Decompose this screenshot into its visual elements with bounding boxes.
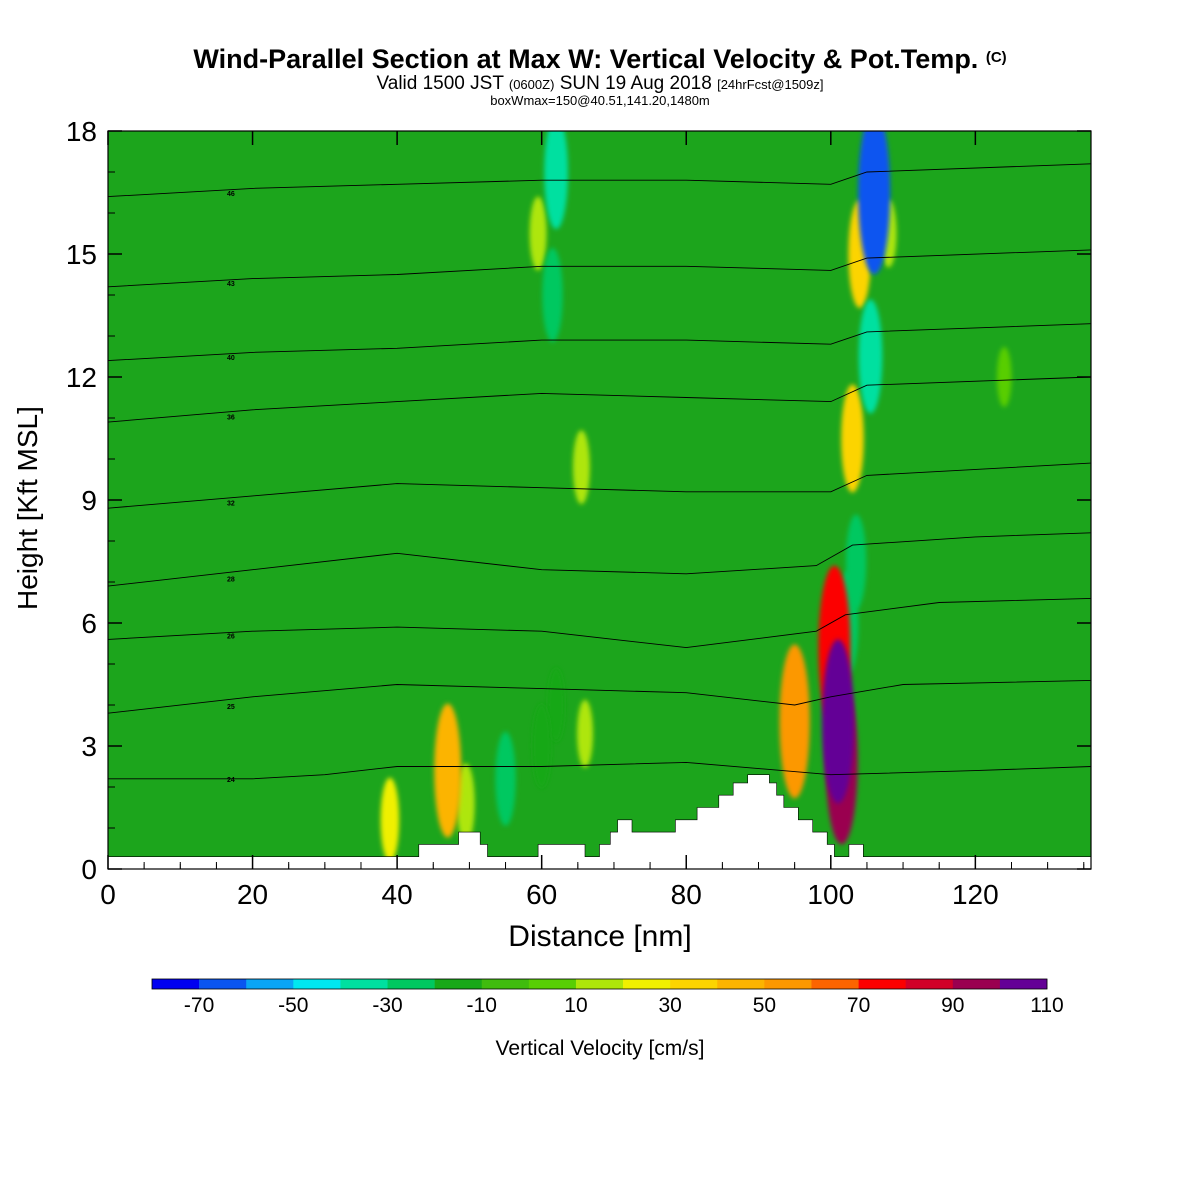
updraft-cell [456,763,475,844]
colorbar-swatch [246,979,294,989]
colorbar-tick-label: 110 [1030,994,1063,1017]
colorbar-label: Vertical Velocity [cm/s] [495,1037,705,1060]
potential-temperature-contours: 24 25 26 28 32 36 40 43 46 [108,163,1091,784]
colorbar-swatch [340,979,388,989]
theta-contour [108,597,1091,649]
colorbar-swatch [811,979,859,989]
contour-label: 24 [227,777,235,784]
downdraft-cell [544,131,568,229]
x-axis: 0 20 40 60 80 100 120 [100,131,1085,910]
subtitle-date: SUN 19 Aug 2018 [559,73,712,94]
x-tick-label: 120 [952,879,999,910]
x-tick-label: 80 [671,879,702,910]
colorbar-tick-label: 70 [847,994,870,1017]
colorbar-swatch [387,979,435,989]
colorbar-swatch [952,979,1001,989]
chart-subtitle: Valid 1500 JST (0600Z) SUN 19 Aug 2018 [… [376,73,824,94]
title-mark: (C) [985,49,1007,66]
theta-contour [108,761,1091,780]
colorbar-tick-label: -50 [278,994,308,1017]
theta-contour [108,249,1091,288]
colorbar-swatch [764,979,812,989]
y-tick-label: 18 [66,116,97,147]
terrain-profile [108,774,1091,869]
updraft-cell [841,384,864,493]
x-tick-label: 40 [382,879,413,910]
theta-contour [108,679,1091,714]
theta-contour [108,532,1091,587]
updraft-cell [577,699,594,768]
downdraft-cell [542,248,563,342]
colorbar-tick-label: -70 [184,994,214,1017]
y-tick-label: 3 [81,731,97,762]
x-axis-label: Distance [nm] [508,920,692,953]
colorbar-swatch [623,979,671,989]
downdraft-cell [495,731,516,826]
contour-label: 43 [227,281,235,288]
y-tick-label: 0 [81,854,97,885]
theta-contour [108,462,1091,509]
contour-label: 36 [227,415,235,422]
theta-contour [108,163,1091,198]
colorbar-swatch [999,979,1048,989]
colorbar-swatch [152,979,200,989]
colorbar-tick-label: 30 [658,994,681,1017]
colorbar-swatch [575,979,624,989]
contour-label: 28 [227,577,235,584]
colorbar-tick-label: 10 [564,994,587,1017]
plot-area: 24 25 26 28 32 36 40 43 46 [108,131,1091,869]
updraft-cell [529,196,547,271]
colorbar-swatch [528,979,577,989]
contour-label: 26 [227,634,235,641]
downdraft-cell [858,299,883,414]
x-tick-label: 60 [526,879,557,910]
velocity-features [380,131,1012,862]
y-axis-label: Height [Kft MSL] [12,406,43,610]
velocity-field-background [108,131,1091,869]
updraft-cell [822,639,855,804]
updraft-cell [572,430,590,505]
colorbar-swatch [717,979,765,989]
updraft-cell [380,777,400,862]
colorbar-swatch [293,979,341,989]
updraft-cell [434,703,462,838]
y-tick-label: 12 [66,362,97,393]
downdraft-cell [532,704,552,788]
y-tick-label: 15 [66,239,97,270]
x-tick-label: 100 [807,879,854,910]
chart-title: Wind-Parallel Section at Max W: Vertical… [193,44,1007,74]
y-tick-label: 9 [81,485,97,516]
colorbar-tick-label: 50 [753,994,776,1017]
contour-label: 32 [227,501,235,508]
contour-label: 40 [227,355,235,362]
downdraft-cell [858,131,891,275]
colorbar-swatch [434,979,483,989]
theta-contour [108,376,1091,423]
colorbar-swatch [199,979,247,989]
theta-contour [108,323,1091,362]
colorbar-swatch [905,979,954,989]
colorbar-swatch [858,979,906,989]
downdraft-cell [547,668,565,742]
colorbar-swatch [481,979,530,989]
colorbar-tick-label: -10 [467,994,497,1017]
y-tick-label: 6 [81,608,97,639]
contour-label: 46 [227,191,235,198]
colorbar-tick-label: -30 [372,994,402,1017]
subtitle-utc: (0600Z) [508,77,555,92]
updraft-cell [996,347,1012,407]
x-tick-label: 20 [237,879,268,910]
colorbar-swatch [670,979,718,989]
subtitle-fcst: [24hrFcst@1509z] [717,77,824,92]
colorbar-frame [151,978,1048,990]
updraft-cell [779,644,810,799]
contour-label: 25 [227,704,235,711]
colorbar-tick-label: 90 [941,994,964,1017]
colorbar: -70 -50 -30 -10 10 30 50 70 90 110 [151,978,1064,1017]
x-tick-label: 0 [100,879,116,910]
chart-subtitle-2: boxWmax=150@40.51,141.20,1480m [490,93,710,108]
